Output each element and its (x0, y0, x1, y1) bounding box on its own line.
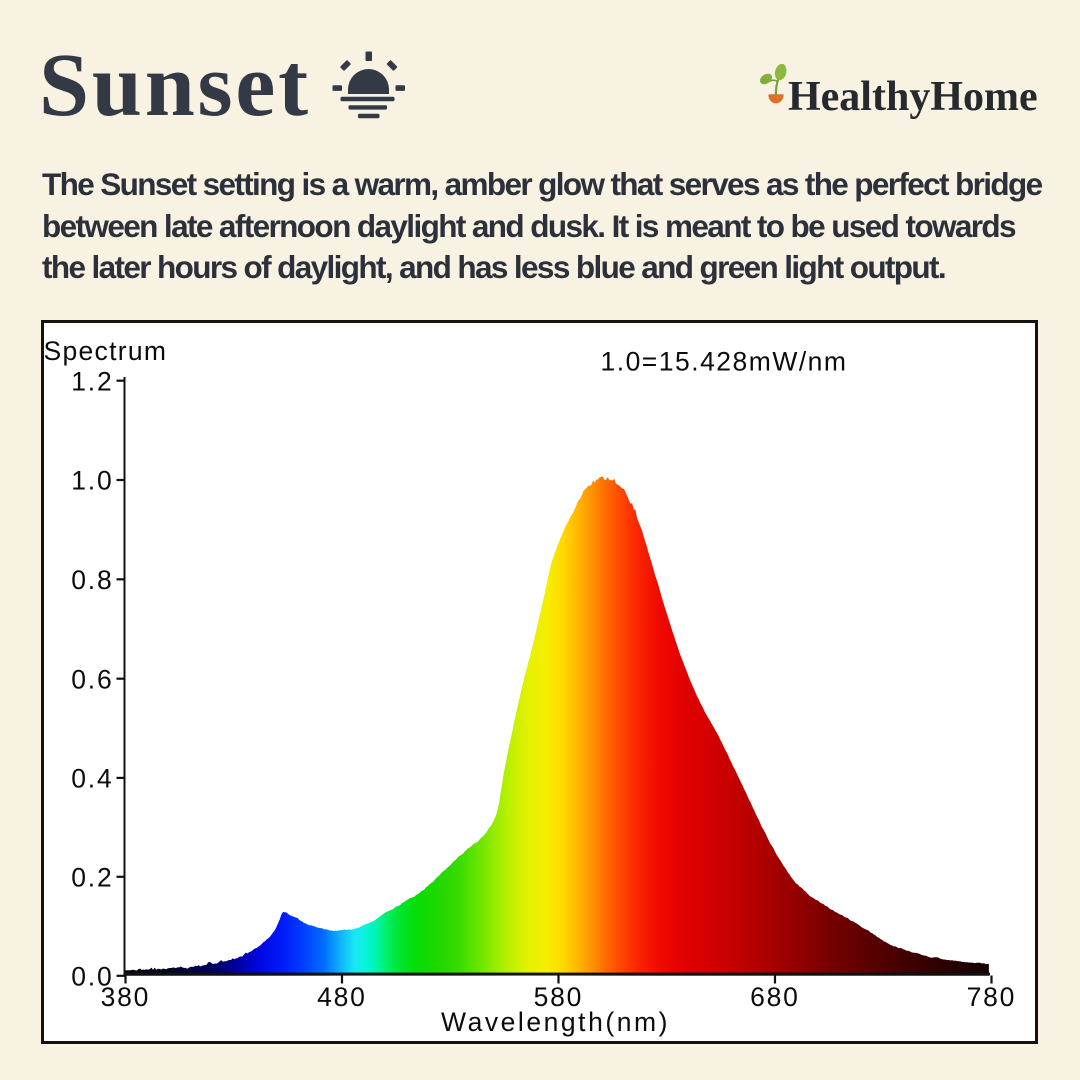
svg-text:Spectrum: Spectrum (44, 336, 168, 366)
svg-text:580: 580 (534, 982, 584, 1012)
svg-text:0.6: 0.6 (71, 664, 113, 694)
svg-text:1.0: 1.0 (71, 466, 113, 496)
svg-text:1.0=15.428mW/nm: 1.0=15.428mW/nm (601, 346, 848, 376)
svg-text:380: 380 (101, 982, 151, 1012)
svg-text:Wavelength(nm): Wavelength(nm) (441, 1007, 670, 1037)
svg-text:780: 780 (967, 982, 1017, 1012)
svg-text:0.8: 0.8 (71, 565, 113, 595)
svg-text:1.2: 1.2 (71, 366, 113, 396)
svg-text:0.4: 0.4 (71, 764, 113, 794)
svg-text:0.2: 0.2 (71, 863, 113, 893)
svg-text:680: 680 (750, 982, 800, 1012)
svg-text:0.0: 0.0 (71, 962, 113, 992)
svg-text:480: 480 (317, 982, 367, 1012)
